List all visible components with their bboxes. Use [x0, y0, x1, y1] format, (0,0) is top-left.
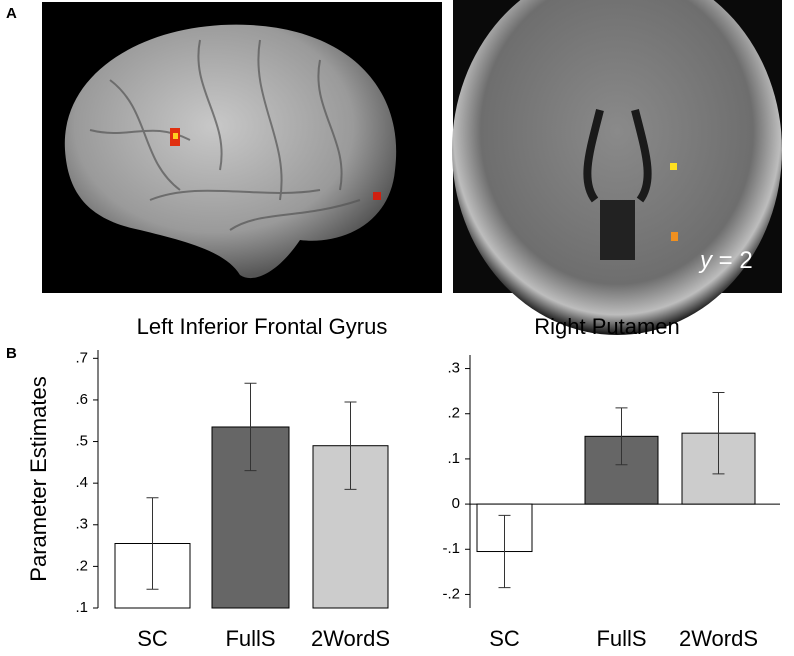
error-bar	[712, 391, 725, 475]
x-tick-label: FullS	[596, 626, 646, 651]
y-tick-label: .1	[75, 599, 88, 616]
x-tick-label: FullS	[225, 626, 275, 651]
error-bar	[344, 401, 357, 490]
y-axis-label: Parameter Estimates	[26, 376, 51, 581]
y-tick-label: .1	[447, 450, 460, 467]
y-tick-label: .3	[75, 516, 88, 533]
y-tick-label: .5	[75, 433, 88, 450]
panel-label: B	[6, 345, 17, 362]
y-tick-label: .2	[75, 557, 88, 574]
y-tick-label: -.1	[442, 540, 460, 557]
slice-value: = 2	[719, 247, 753, 274]
chart-title: Right Putamen	[534, 314, 680, 339]
x-tick-label: 2WordS	[311, 626, 390, 651]
x-tick-label: SC	[137, 626, 168, 651]
y-tick-label: .4	[75, 474, 88, 491]
slice-variable: y	[698, 247, 714, 274]
error-bar	[498, 514, 511, 589]
y-tick-label: .7	[75, 349, 88, 366]
x-tick-label: SC	[489, 626, 520, 651]
mri-slice-image: y = 2	[452, 0, 782, 335]
y-tick-label: .6	[75, 391, 88, 408]
error-bar	[615, 407, 628, 466]
y-tick-label: 0	[452, 495, 460, 512]
x-tick-label: 2WordS	[679, 626, 758, 651]
brain-surface-image	[42, 2, 442, 293]
slice-label: y = 2	[698, 247, 753, 274]
y-tick-label: .3	[447, 360, 460, 377]
y-tick-label: -.2	[442, 585, 460, 602]
error-bar	[146, 497, 159, 590]
y-tick-label: .2	[447, 405, 460, 422]
panel-label: A	[6, 5, 17, 22]
chart-title: Left Inferior Frontal Gyrus	[137, 314, 388, 339]
error-bar	[244, 382, 257, 472]
